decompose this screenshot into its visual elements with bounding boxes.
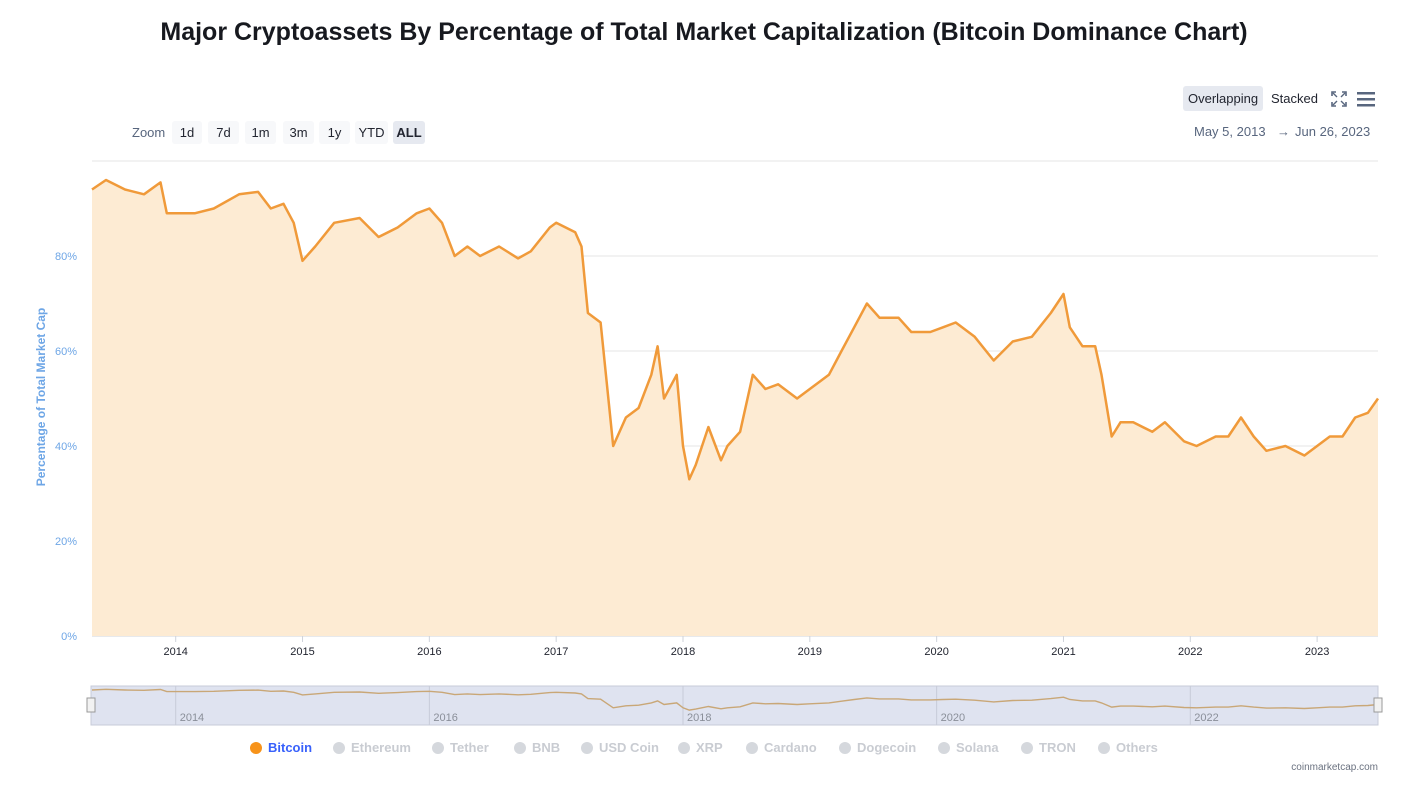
legend-label: Dogecoin (857, 740, 917, 755)
legend-label: Cardano (764, 740, 817, 755)
legend-dot (581, 742, 593, 754)
legend-label: USD Coin (599, 740, 659, 755)
x-tick-labels: 2014 2015 2016 2017 2018 2019 2020 2021 2022 2023 (163, 636, 1329, 658)
legend-label: TRON (1039, 740, 1076, 755)
y-tick-label: 40% (55, 441, 77, 453)
y-axis-label: Percentage of Total Market Cap (34, 308, 48, 487)
y-tick-label: 0% (61, 631, 77, 643)
zoom-1y-button[interactable]: 1y (319, 121, 350, 144)
legend-item-bnb[interactable]: BNB (514, 740, 560, 755)
navigator-line (91, 688, 1379, 711)
navigator-tick-label: 2020 (941, 712, 965, 724)
navigator-ticks: 2014 2016 2018 2020 2022 (175, 686, 1219, 725)
x-tick-label: 2019 (798, 646, 822, 658)
x-tick-label: 2018 (671, 646, 695, 658)
x-tick-label: 2015 (290, 646, 314, 658)
chart-title: Major Cryptoassets By Percentage of Tota… (160, 18, 1248, 46)
legend-item-bitcoin[interactable]: Bitcoin (250, 740, 312, 755)
x-tick-label: 2017 (544, 646, 568, 658)
zoom-ytd-button[interactable]: YTD (355, 121, 388, 144)
x-tick-label: 2014 (163, 646, 187, 658)
legend-label: Ethereum (351, 740, 411, 755)
legend-item-cardano[interactable]: Cardano (746, 740, 817, 755)
legend-dot (1021, 742, 1033, 754)
navigator-tick-label: 2016 (433, 712, 457, 724)
navigator-window (90, 685, 1379, 726)
zoom-label: Zoom (132, 125, 166, 140)
legend-dot (514, 742, 526, 754)
legend-dot (250, 742, 262, 754)
legend-dot (678, 742, 690, 754)
range-arrow: → (1277, 124, 1290, 139)
legend-dot (746, 742, 758, 754)
legend-item-usd-coin[interactable]: USD Coin (581, 740, 659, 755)
y-tick-label: 80% (55, 251, 77, 263)
legend-item-solana[interactable]: Solana (938, 740, 999, 755)
stacked-button[interactable]: Stacked (1271, 91, 1318, 106)
legend-dot (839, 742, 851, 754)
zoom-3m-button[interactable]: 3m (283, 121, 314, 144)
bitcoin-line (91, 178, 1380, 481)
navigator-tick-label: 2014 (180, 712, 204, 724)
range-to[interactable]: Jun 26, 2023 (1295, 124, 1371, 139)
legend-item-xrp[interactable]: XRP (678, 740, 723, 755)
navigator-tick-label: 2018 (687, 712, 711, 724)
range-from[interactable]: May 5, 2013 (1194, 124, 1266, 139)
bitcoin-area (92, 180, 1378, 636)
legend-dot (938, 742, 950, 754)
zoom-1d-button[interactable]: 1d (172, 121, 202, 144)
y-tick-label: 60% (55, 346, 77, 358)
legend-item-ethereum[interactable]: Ethereum (333, 740, 411, 755)
zoom-all-button[interactable]: ALL (393, 121, 425, 144)
navigator-right-handle (1373, 697, 1383, 713)
navigator-tick-label: 2022 (1194, 712, 1218, 724)
legend-item-tron[interactable]: TRON (1021, 740, 1076, 755)
legend-dot (1098, 742, 1110, 754)
fullscreen-icon[interactable] (1330, 90, 1348, 108)
x-tick-label: 2023 (1305, 646, 1329, 658)
legend-item-others[interactable]: Others (1098, 740, 1158, 755)
credit-link[interactable]: coinmarketcap.com (1291, 762, 1378, 773)
legend-label: Bitcoin (268, 740, 313, 755)
x-tick-label: 2022 (1178, 646, 1202, 658)
menu-icon[interactable] (1356, 90, 1376, 108)
overlapping-button[interactable]: Overlapping (1183, 86, 1264, 111)
legend-label: Others (1116, 740, 1158, 755)
legend-label: Tether (450, 740, 489, 755)
legend-item-tether[interactable]: Tether (432, 740, 489, 755)
y-tick-labels: 0% 20% 40% 60% 80% (55, 251, 77, 643)
zoom-7d-button[interactable]: 7d (208, 121, 239, 144)
legend-dot (432, 742, 444, 754)
legend-label: XRP (696, 740, 723, 755)
legend-label: Solana (956, 740, 999, 755)
x-tick-label: 2016 (417, 646, 441, 658)
y-tick-label: 20% (55, 536, 77, 548)
x-tick-label: 2020 (924, 646, 948, 658)
x-tick-label: 2021 (1051, 646, 1075, 658)
legend-item-dogecoin[interactable]: Dogecoin (839, 740, 916, 755)
zoom-1m-button[interactable]: 1m (245, 121, 276, 144)
legend-label: BNB (532, 740, 561, 755)
legend-dot (333, 742, 345, 754)
navigator-left-handle (86, 697, 96, 713)
